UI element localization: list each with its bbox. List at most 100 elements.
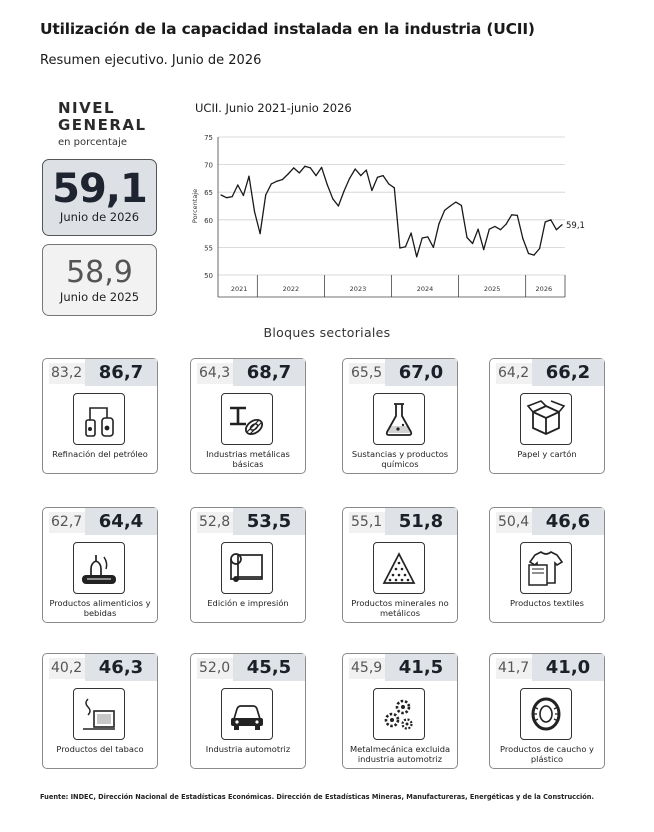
nivel-line2: GENERAL <box>58 116 147 134</box>
sector-name: Industrias metálicas básicas <box>206 449 290 469</box>
data-point <box>237 184 239 186</box>
series-line <box>220 165 563 258</box>
source-note: Fuente: INDEC, Dirección Nacional de Est… <box>40 793 594 801</box>
data-point <box>399 247 401 249</box>
previous-level-box: 58,9 Junio de 2025 <box>42 244 157 316</box>
y-tick-label: 55 <box>204 244 213 252</box>
x-year-label: 2026 <box>536 285 553 293</box>
sector-previous-value: 62,7 <box>49 512 85 533</box>
sector-current-value: 53,5 <box>233 508 305 535</box>
refinery-icon <box>73 393 125 445</box>
sector-previous-value: 41,7 <box>496 658 532 679</box>
end-value-label: 59,1 <box>566 221 585 231</box>
data-point <box>516 214 518 216</box>
sector-previous-value: 55,1 <box>349 512 385 533</box>
data-point <box>533 254 535 256</box>
data-point <box>522 237 524 240</box>
data-point <box>348 177 351 179</box>
data-point <box>561 224 563 226</box>
y-tick-label: 65 <box>204 189 213 197</box>
data-point <box>438 223 440 225</box>
sector-current-value: 45,5 <box>233 654 305 681</box>
sector-card: 52,0 45,5 Industria automotriz <box>190 653 306 769</box>
sector-previous-value: 65,5 <box>349 363 385 384</box>
data-point <box>499 229 502 231</box>
x-year-label: 2023 <box>350 285 367 293</box>
cardboard-box-icon <box>520 393 572 445</box>
data-point <box>253 210 256 213</box>
data-point <box>326 183 328 186</box>
sector-current-value: 86,7 <box>85 359 157 386</box>
sector-card: 45,9 41,5 Metalmecánica excluida industria… <box>342 653 458 769</box>
paper-roll-icon <box>221 542 273 594</box>
data-point <box>371 189 373 192</box>
data-point <box>488 228 490 230</box>
gears-icon <box>373 688 425 740</box>
ucii-line-chart: 50 55 60 65 70 75 2021 2022 2023 2024 2025 2026 Porc… <box>191 134 585 298</box>
data-point <box>527 252 530 255</box>
data-point <box>505 223 507 225</box>
sector-previous-value: 64,3 <box>197 363 233 384</box>
sector-current-value: 64,4 <box>85 508 157 535</box>
data-point <box>332 198 334 200</box>
data-point <box>444 209 446 212</box>
data-point <box>287 173 289 175</box>
chart-title: UCII. Junio 2021-junio 2026 <box>195 101 352 115</box>
sector-current-value: 67,0 <box>385 359 457 386</box>
sector-card: 52,8 53,5 Edición e impresión <box>190 507 306 623</box>
data-point <box>432 246 435 248</box>
data-point <box>544 221 546 223</box>
data-point <box>455 201 457 203</box>
x-year-label: 2022 <box>283 285 300 293</box>
sector-current-value: 51,8 <box>385 508 457 535</box>
y-tick-label: 75 <box>204 134 213 142</box>
data-point <box>242 194 244 197</box>
x-year-label: 2021 <box>231 285 248 293</box>
sector-previous-value: 52,8 <box>197 512 233 533</box>
sector-card: 64,2 66,2 Papel y cartón <box>489 358 605 474</box>
data-point <box>270 183 272 185</box>
nivel-general-heading: NIVEL GENERAL <box>58 100 147 134</box>
data-point <box>309 167 312 169</box>
data-point <box>404 246 407 248</box>
data-point <box>416 256 418 258</box>
data-point <box>555 229 558 231</box>
y-tick-label: 60 <box>204 217 213 225</box>
data-point <box>477 228 479 230</box>
data-point <box>466 236 468 239</box>
page-subtitle: Resumen ejecutivo. Junio de 2026 <box>40 53 262 68</box>
cigarette-box-icon <box>73 688 125 740</box>
data-point <box>298 172 300 174</box>
sector-previous-value: 45,9 <box>349 658 385 679</box>
food-bottle-icon <box>73 542 125 594</box>
sector-card: 64,3 68,7 Industrias metálicas básicas <box>190 358 306 474</box>
data-point <box>449 205 451 207</box>
data-point <box>220 194 222 196</box>
sector-previous-value: 64,2 <box>496 363 532 384</box>
sector-current-value: 68,7 <box>233 359 305 386</box>
x-year-label: 2025 <box>484 285 501 293</box>
sector-name: Edición e impresión <box>207 598 289 608</box>
nivel-unit: en porcentaje <box>58 137 127 148</box>
data-point <box>276 180 278 182</box>
data-point <box>393 187 395 189</box>
tire-icon <box>520 688 572 740</box>
data-point <box>376 176 379 178</box>
page-title: Utilización de la capacidad instalada en… <box>40 20 535 38</box>
sector-card: 62,7 64,4 Productos alimenticios y bebidas <box>42 507 158 623</box>
sector-current-value: 41,0 <box>532 654 604 681</box>
current-level-box: 59,1 Junio de 2026 <box>42 159 157 236</box>
sector-name: Productos alimenticios y bebidas <box>49 598 151 618</box>
data-point <box>337 205 339 207</box>
data-point <box>354 168 356 170</box>
data-point <box>421 237 423 239</box>
data-point <box>483 249 485 251</box>
steel-beam-coil-icon <box>221 393 273 445</box>
sector-card: 41,7 41,0 Productos de caucho y plástico <box>489 653 605 769</box>
flask-icon <box>373 393 425 445</box>
sector-current-value: 46,3 <box>85 654 157 681</box>
current-level-value: 59,1 <box>52 166 148 212</box>
data-point <box>343 190 345 192</box>
bloques-heading: Bloques sectoriales <box>263 325 391 340</box>
sector-current-value: 41,5 <box>385 654 457 681</box>
